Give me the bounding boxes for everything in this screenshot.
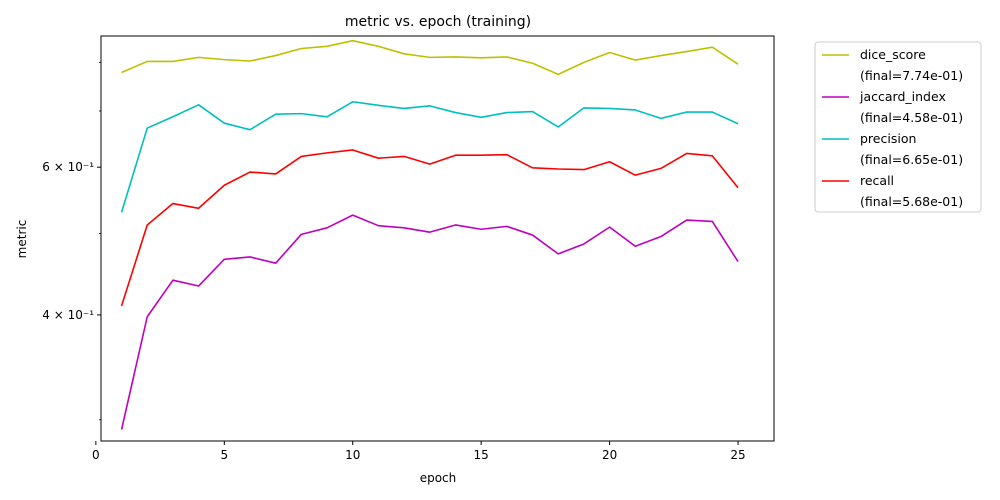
y-tick-label: 4 × 10⁻¹ <box>42 308 94 322</box>
legend-series-name: precision <box>860 131 916 146</box>
x-tick-label: 10 <box>345 448 360 462</box>
x-axis: 0 5 10 15 20 25 <box>92 441 746 462</box>
x-tick-label: 15 <box>474 448 489 462</box>
series-line-recall <box>120 149 739 307</box>
x-tick-label: 0 <box>92 448 100 462</box>
y-axis: 4 × 10⁻¹ 6 × 10⁻¹ <box>42 61 101 421</box>
legend-final-value: (final=5.68e-01) <box>860 194 963 209</box>
legend-frame <box>814 41 982 213</box>
y-axis-label: metric <box>15 220 29 259</box>
x-tick-label: 5 <box>220 448 228 462</box>
legend-final-value: (final=6.65e-01) <box>860 152 963 167</box>
legend-final-value: (final=7.74e-01) <box>860 68 963 83</box>
x-tick-label: 20 <box>602 448 617 462</box>
plot-area <box>120 39 739 430</box>
y-tick-label: 6 × 10⁻¹ <box>42 160 94 174</box>
x-tick-label: 25 <box>730 448 745 462</box>
legend-series-name: jaccard_index <box>859 89 946 104</box>
legend-series-name: recall <box>860 173 894 188</box>
plot-frame <box>100 35 775 442</box>
legend-series-name: dice_score <box>860 47 926 62</box>
chart-title: metric vs. epoch (training) <box>345 14 531 30</box>
legend: dice_score (final=7.74e-01) jaccard_index (… <box>814 41 982 213</box>
series-line-jaccard-index <box>120 214 739 430</box>
legend-final-value: (final=4.58e-01) <box>860 110 963 125</box>
series-line-precision <box>120 100 739 213</box>
x-axis-label: epoch <box>420 471 457 485</box>
series-line-dice-score <box>121 39 739 76</box>
